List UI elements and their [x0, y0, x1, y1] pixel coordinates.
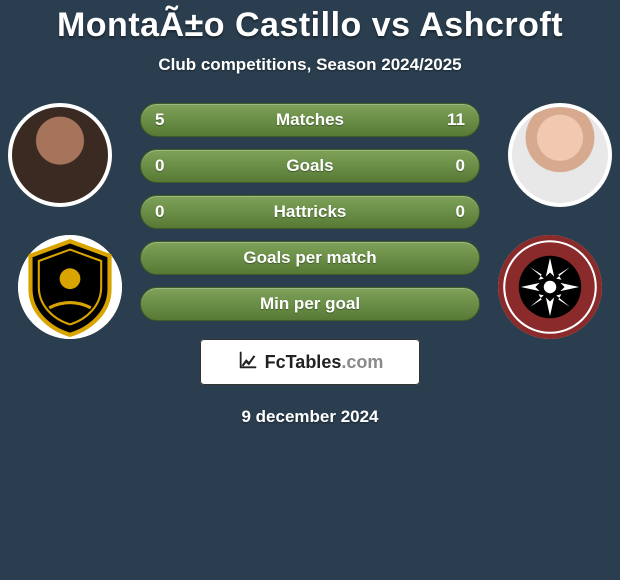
subtitle: Club competitions, Season 2024/2025 [0, 55, 620, 75]
stat-label: Matches [276, 110, 344, 130]
comparison-stage: 5 Matches 11 0 Goals 0 0 Hattricks 0 Goa… [0, 103, 620, 427]
stat-bar-matches: 5 Matches 11 [140, 103, 480, 137]
source-logo: FcTables.com [200, 339, 420, 385]
player-photo-right [508, 103, 612, 207]
logo-suffix: .com [341, 352, 383, 372]
stat-label: Min per goal [260, 294, 360, 314]
club-badge-right [498, 235, 602, 339]
stat-bar-goals-per-match: Goals per match [140, 241, 480, 275]
stat-label: Goals [286, 156, 333, 176]
stat-bar-min-per-goal: Min per goal [140, 287, 480, 321]
logo-main: FcTables [265, 352, 342, 372]
stat-right-value: 0 [456, 196, 465, 228]
stat-label: Hattricks [274, 202, 347, 222]
stat-left-value: 0 [155, 196, 164, 228]
page-title: MontaÃ±o Castillo vs Ashcroft [0, 0, 620, 45]
date-label: 9 december 2024 [0, 407, 620, 427]
club-badge-left [18, 235, 122, 339]
player-photo-left [8, 103, 112, 207]
stat-label: Goals per match [243, 248, 376, 268]
stat-right-value: 0 [456, 150, 465, 182]
chart-icon [237, 349, 259, 376]
stat-bar-goals: 0 Goals 0 [140, 149, 480, 183]
stat-left-value: 5 [155, 104, 164, 136]
source-logo-text: FcTables.com [265, 352, 384, 373]
stat-bar-hattricks: 0 Hattricks 0 [140, 195, 480, 229]
stat-bars: 5 Matches 11 0 Goals 0 0 Hattricks 0 Goa… [140, 103, 480, 321]
stat-right-value: 11 [447, 104, 465, 136]
stat-left-value: 0 [155, 150, 164, 182]
